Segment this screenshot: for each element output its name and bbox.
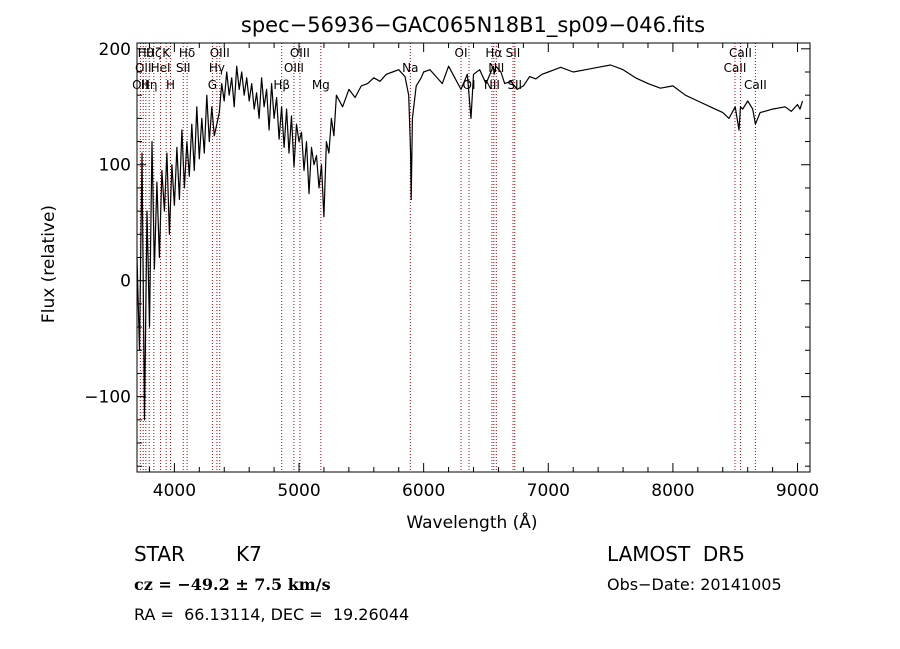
- object-class: STAR: [134, 542, 185, 566]
- line-marker-label: Na: [402, 61, 418, 75]
- x-tick-label: 6000: [402, 481, 445, 501]
- line-marker-label: OIII: [210, 46, 230, 60]
- x-axis-label: Wavelength (Å): [406, 511, 537, 533]
- line-marker-label: H: [166, 78, 175, 92]
- line-marker-label: OIII: [284, 61, 304, 75]
- line-marker-label: CaII: [729, 46, 752, 60]
- line-marker-label: SII: [176, 61, 191, 75]
- line-marker-label: Hβ: [273, 78, 290, 92]
- series-layer: [136, 64, 804, 421]
- line-marker-label: G: [208, 78, 217, 92]
- observation-date: Obs−Date: 20141005: [607, 575, 782, 594]
- line-marker-label: Hη: [141, 78, 158, 92]
- line-marker-label: Mg: [312, 78, 330, 92]
- line-marker-label: Hα: [485, 46, 502, 60]
- y-axis-label: Flux (relative): [39, 205, 59, 323]
- line-marker-label: OII: [132, 78, 149, 92]
- line-marker-label: Hδ: [179, 46, 195, 60]
- line-marker-label: CaII: [724, 61, 747, 75]
- y-tick-label: 100: [99, 156, 131, 176]
- line-marker-layer: OIIOIIHθHηHζHeIKHSIIHδGHγOIIIHβOIIIOIIIM…: [132, 43, 767, 472]
- line-marker-label: CaII: [744, 78, 767, 92]
- line-marker-label: SII: [507, 78, 522, 92]
- line-marker-label: SII: [506, 46, 521, 60]
- line-marker-label: K: [162, 46, 171, 60]
- chart-title: spec−56936−GAC065N18B1_sp09−046.fits: [241, 13, 705, 38]
- y-tick-label: 200: [99, 40, 131, 60]
- object-subclass: K7: [236, 542, 262, 566]
- line-marker-label: OIII: [290, 46, 310, 60]
- line-marker-label: OI: [455, 46, 468, 60]
- x-tick-label: 8000: [651, 481, 694, 501]
- y-tick-label: −100: [84, 388, 131, 408]
- redshift-readout: cz = −49.2 ± 7.5 km/s: [134, 575, 331, 594]
- x-tick-label: 7000: [527, 481, 570, 501]
- survey-name: LAMOST DR5: [607, 542, 745, 566]
- spectrum-series-line: [136, 64, 804, 421]
- x-tick-label: 9000: [776, 481, 819, 501]
- line-marker-label: HeI: [151, 61, 171, 75]
- line-marker-label: Hγ: [209, 61, 225, 75]
- line-marker-label: Hζ: [146, 46, 162, 60]
- x-tick-label: 5000: [277, 481, 320, 501]
- line-marker-label: Hθ: [138, 46, 154, 60]
- coordinates-readout: RA = 66.13114, DEC = 19.26044: [134, 605, 410, 624]
- y-tick-label: 0: [120, 272, 131, 292]
- plot-frame: [136, 42, 811, 473]
- x-tick-label: 4000: [153, 481, 196, 501]
- line-marker-label: NII: [484, 78, 500, 92]
- tick-layer: 4000 5000 6000 7000 8000 9000 −100 0 100 200: [84, 40, 819, 501]
